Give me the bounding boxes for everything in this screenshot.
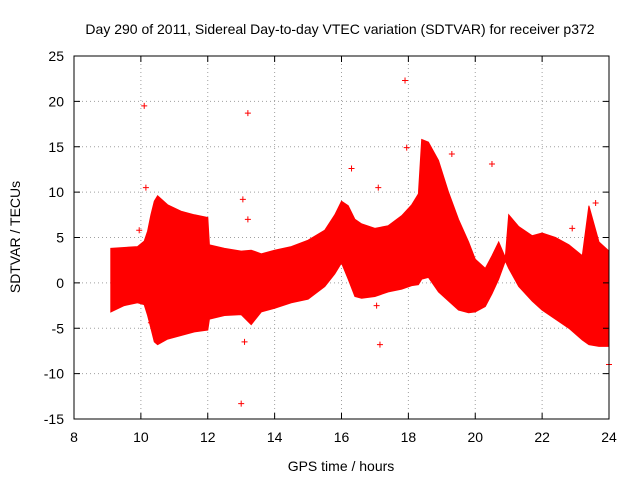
outlier-point — [244, 216, 251, 223]
outlier-point — [136, 227, 143, 234]
x-tick-label: 12 — [200, 429, 216, 445]
y-tick-label: 20 — [48, 93, 64, 109]
y-tick-label: -5 — [52, 320, 65, 336]
y-tick-label: 5 — [56, 230, 64, 246]
outlier-point — [348, 165, 355, 172]
outlier-point — [239, 196, 246, 203]
x-tick-label: 10 — [133, 429, 149, 445]
outlier-point — [402, 77, 409, 84]
x-tick-label: 22 — [534, 429, 550, 445]
y-tick-label: 0 — [56, 275, 64, 291]
y-tick-label: 25 — [48, 48, 64, 64]
outlier-point — [142, 184, 149, 191]
outlier-point — [373, 302, 380, 309]
gridlines — [74, 56, 609, 419]
outlier-point — [376, 341, 383, 348]
x-tick-label: 14 — [267, 429, 283, 445]
x-tick-label: 24 — [601, 429, 617, 445]
y-tick-label: 10 — [48, 184, 64, 200]
x-axis-label: GPS time / hours — [288, 458, 395, 474]
y-tick-label: -15 — [44, 411, 64, 427]
y-tick-label: 15 — [48, 139, 64, 155]
y-tick-label: -10 — [44, 366, 64, 382]
outlier-point — [403, 144, 410, 151]
x-tick-label: 16 — [334, 429, 350, 445]
data-layer — [110, 77, 612, 407]
x-tick-label: 8 — [70, 429, 78, 445]
y-axis-label: SDTVAR / TECUs — [7, 181, 23, 293]
axis-ticks: 8 10 12 14 16 18 20 22 24 -15 -10 -5 0 5 10 15 20 25 — [44, 48, 617, 445]
outlier-point — [244, 110, 251, 117]
sdtvar-envelope — [110, 138, 610, 347]
outlier-point — [238, 400, 245, 407]
outlier-point — [241, 338, 248, 345]
outlier-point — [488, 160, 495, 167]
outlier-point — [141, 102, 148, 109]
outlier-point — [147, 319, 154, 326]
outlier-point — [151, 320, 158, 327]
outlier-point — [375, 184, 382, 191]
outlier-point — [569, 225, 576, 232]
outlier-point — [448, 151, 455, 158]
x-tick-label: 18 — [401, 429, 417, 445]
chart-title: Day 290 of 2011, Sidereal Day-to-day VTE… — [85, 21, 594, 37]
x-tick-label: 20 — [467, 429, 483, 445]
outlier-point — [592, 200, 599, 207]
